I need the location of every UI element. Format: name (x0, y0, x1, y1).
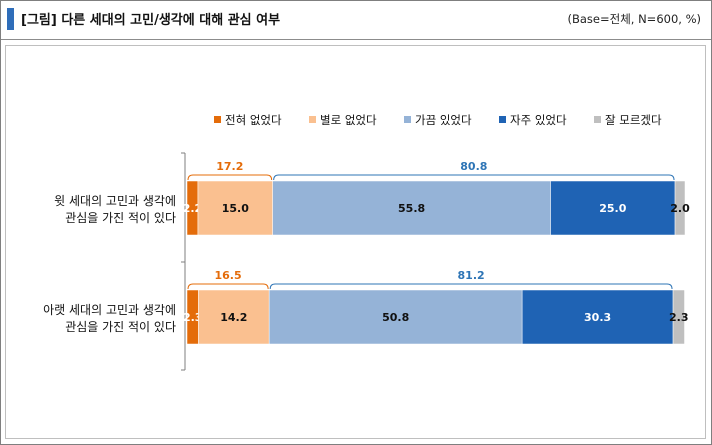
title-accent-bar (7, 8, 14, 30)
value-label-row1-segment-5: 2.0 (670, 202, 690, 215)
legend-swatch-2 (309, 116, 316, 123)
value-label-row2-segment-3: 50.8 (382, 311, 409, 324)
bracket-negative-row2 (187, 283, 269, 290)
legend-swatch-5 (594, 116, 601, 123)
subtotal-positive-row1: 80.8 (460, 160, 487, 173)
category-label-1-line-1: 윗 세대의 고민과 생각에 (54, 193, 176, 208)
value-label-row1-segment-4: 25.0 (599, 202, 626, 215)
legend-swatch-3 (404, 116, 411, 123)
value-label-row1-segment-3: 55.8 (398, 202, 425, 215)
value-label-row2-segment-5: 2.3 (669, 311, 689, 324)
base-note: (Base=전체, N=600, %) (567, 12, 701, 26)
category-label-1-line-2: 관심을 가진 적이 있다 (65, 211, 176, 225)
value-label-row2-segment-2: 14.2 (220, 311, 247, 324)
legend: 전혀 없었다 별로 없었다 가끔 있었다 자주 있었다 잘 모르겠다 (214, 113, 662, 127)
value-label-row1-segment-2: 15.0 (222, 202, 249, 215)
legend-label-5: 잘 모르겠다 (605, 113, 662, 127)
bar-row2-segment-4 (521, 289, 674, 345)
plot-area-border (5, 45, 706, 439)
bracket-positive-row1 (273, 174, 675, 181)
value-label-row2-segment-1: 2.3 (183, 311, 203, 324)
category-label-2-line-1: 아랫 세대의 고민과 생각에 (43, 303, 176, 317)
legend-swatch-4 (499, 116, 506, 123)
bar-row2-segment-3 (268, 289, 523, 345)
subtotal-brackets: 17.2 80.8 16.5 81.2 (187, 160, 675, 290)
bar-row2-segment-5 (672, 289, 685, 345)
legend-swatch-1 (214, 116, 221, 123)
value-label-row2-segment-4: 30.3 (584, 311, 611, 324)
bar-row1-segment-4 (550, 180, 676, 236)
chart-header: [그림] 다른 세대의 고민/생각에 대해 관심 여부 (Base=전체, N=… (1, 1, 711, 40)
bracket-positive-row2 (269, 283, 673, 290)
chart-title: [그림] 다른 세대의 고민/생각에 대해 관심 여부 (21, 13, 281, 28)
bars: 2.2 15.0 55.8 25.0 2.0 2.3 14.2 50.8 30.3 2.3 (181, 152, 690, 371)
bar-row1-segment-5 (674, 180, 686, 236)
bracket-negative-row1 (187, 174, 273, 181)
legend-label-4: 자주 있었다 (510, 113, 567, 127)
legend-label-2: 별로 없었다 (320, 113, 377, 127)
value-label-row1-segment-1: 2.2 (183, 202, 203, 215)
category-label-2-line-2: 관심을 가진 적이 있다 (65, 320, 176, 334)
subtotal-positive-row2: 81.2 (458, 269, 485, 282)
legend-label-1: 전혀 없었다 (225, 113, 282, 127)
bar-row2-segment-2 (198, 289, 270, 345)
subtotal-negative-row2: 16.5 (215, 269, 242, 282)
legend-label-3: 가끔 있었다 (415, 113, 472, 127)
subtotal-negative-row1: 17.2 (216, 160, 243, 173)
